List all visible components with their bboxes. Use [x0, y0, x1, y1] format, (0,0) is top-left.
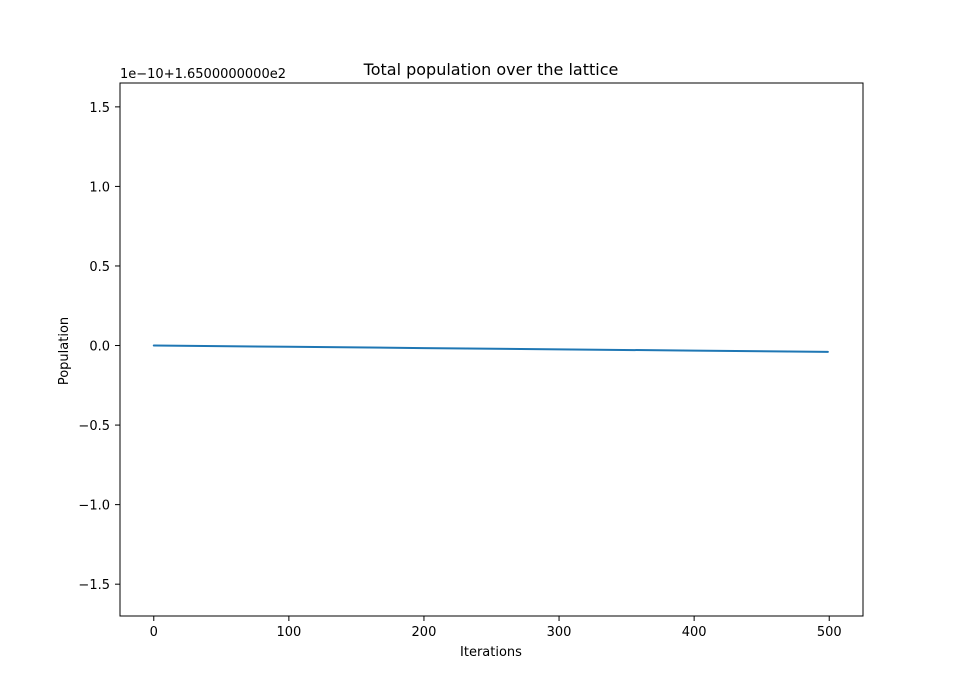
x-tick-label: 200 [412, 625, 437, 640]
y-axis-label: Population [57, 317, 72, 385]
series-group [152, 344, 829, 353]
chart-title: Total population over the lattice [363, 60, 619, 79]
y-tick-label: −1.5 [78, 578, 110, 593]
x-axis-label: Iterations [460, 645, 522, 660]
x-tick-label: 400 [682, 625, 707, 640]
y-tick-label: 0.5 [89, 260, 110, 275]
x-tick-label: 100 [276, 625, 301, 640]
y-tick-label: 1.0 [89, 180, 110, 195]
axis-ticks: 0 100 200 300 400 500 1.5 1.0 0.5 0.0 −0.5 −1.0 −1.5 [78, 101, 841, 640]
y-axis-offset-text: 1e−10+1.6500000000e2 [120, 67, 286, 82]
x-tick-label: 0 [150, 625, 158, 640]
y-tick-label: 1.5 [89, 101, 110, 116]
y-tick-label: −1.0 [78, 499, 110, 514]
y-tick-label: 0.0 [89, 340, 110, 355]
x-tick-label: 500 [817, 625, 842, 640]
axes-frame [119, 82, 864, 617]
x-tick-label: 300 [547, 625, 572, 640]
y-tick-label: −0.5 [78, 419, 110, 434]
series-line-0 [152, 344, 829, 353]
